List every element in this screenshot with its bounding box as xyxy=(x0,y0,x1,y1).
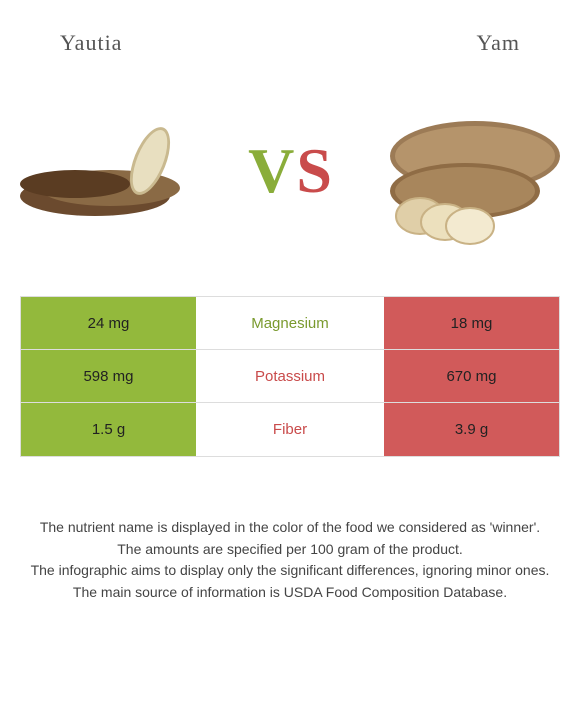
nutrient-label: Fiber xyxy=(196,403,384,456)
table-row: 598 mg Potassium 670 mg xyxy=(21,350,559,403)
vs-badge: VS xyxy=(248,134,332,208)
footnote-line: The amounts are specified per 100 gram o… xyxy=(20,539,560,561)
header: Yautia Yam xyxy=(0,0,580,66)
left-food-title: Yautia xyxy=(60,30,122,56)
left-value: 1.5 g xyxy=(21,403,196,456)
footnotes: The nutrient name is displayed in the co… xyxy=(0,517,580,604)
comparison-table: 24 mg Magnesium 18 mg 598 mg Potassium 6… xyxy=(20,296,560,457)
left-food-image xyxy=(15,96,215,246)
images-row: VS xyxy=(0,66,580,286)
footnote-line: The main source of information is USDA F… xyxy=(20,582,560,604)
right-value: 670 mg xyxy=(384,350,559,402)
right-value: 3.9 g xyxy=(384,403,559,456)
vs-s-letter: S xyxy=(296,134,332,208)
right-food-image xyxy=(365,96,565,246)
nutrient-label: Potassium xyxy=(196,350,384,402)
table-row: 1.5 g Fiber 3.9 g xyxy=(21,403,559,456)
vs-v-letter: V xyxy=(248,134,294,208)
nutrient-label: Magnesium xyxy=(196,297,384,349)
footnote-line: The nutrient name is displayed in the co… xyxy=(20,517,560,539)
right-value: 18 mg xyxy=(384,297,559,349)
left-value: 598 mg xyxy=(21,350,196,402)
right-food-title: Yam xyxy=(476,30,520,56)
footnote-line: The infographic aims to display only the… xyxy=(20,560,560,582)
left-value: 24 mg xyxy=(21,297,196,349)
table-row: 24 mg Magnesium 18 mg xyxy=(21,297,559,350)
